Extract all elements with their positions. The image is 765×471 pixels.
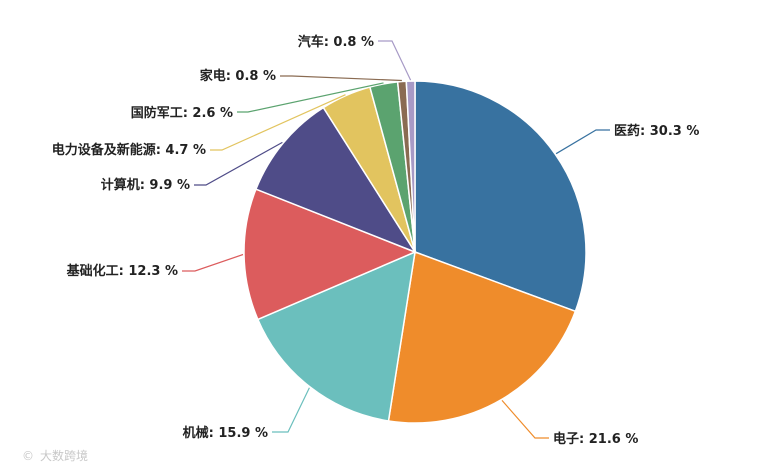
leader-line bbox=[182, 253, 244, 272]
pie-slice bbox=[405, 80, 416, 253]
pie-slice bbox=[414, 80, 587, 313]
leader-line bbox=[280, 75, 402, 82]
watermark-logo: © bbox=[22, 449, 34, 463]
leader-line bbox=[237, 82, 384, 113]
slice-label: 家电: 0.8 % bbox=[200, 68, 276, 84]
leader-lines-layer bbox=[182, 40, 610, 439]
slice-label: 电子: 21.6 % bbox=[553, 431, 638, 447]
slice-label: 计算机: 9.9 % bbox=[101, 177, 190, 193]
slice-labels-layer: 医药: 30.3 % 电子: 21.6 % 机械: 15.9 % 基础化工: 12.3… bbox=[52, 34, 700, 447]
pie-slice bbox=[254, 106, 417, 254]
pie-slice bbox=[387, 250, 577, 424]
leader-line bbox=[555, 129, 610, 155]
slices-layer bbox=[243, 80, 587, 424]
pie-slice bbox=[256, 250, 416, 422]
slice-label: 汽车: 0.8 % bbox=[298, 34, 374, 50]
watermark: © 大数跨境 bbox=[22, 448, 88, 463]
slice-label: 医药: 30.3 % bbox=[614, 123, 699, 139]
slice-label: 国防军工: 2.6 % bbox=[131, 105, 233, 121]
leader-line bbox=[272, 387, 310, 433]
leader-line bbox=[501, 400, 549, 439]
leader-line bbox=[210, 94, 346, 151]
slice-label: 基础化工: 12.3 % bbox=[66, 263, 178, 279]
slice-label: 电力设备及新能源: 4.7 % bbox=[52, 142, 206, 158]
pie-slice bbox=[243, 188, 417, 321]
slice-label: 机械: 15.9 % bbox=[183, 425, 268, 441]
watermark-text: 大数跨境 bbox=[40, 448, 88, 463]
leader-line bbox=[378, 40, 412, 81]
leader-line bbox=[194, 141, 283, 186]
